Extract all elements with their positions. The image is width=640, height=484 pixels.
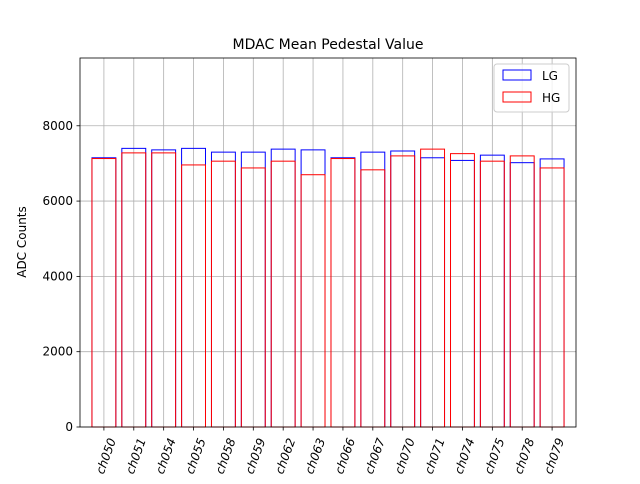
grid-lines [80,58,576,428]
y-axis-label: ADC Counts [15,206,29,278]
legend: LG HG [493,63,570,113]
y-tick-label: 4000 [42,269,73,283]
legend-swatch-hg [502,91,532,103]
axes-frame [79,57,577,428]
y-axis: 0 2000 4000 6000 8000 [42,119,80,434]
legend-label-lg: LG [542,69,558,83]
legend-box [493,63,570,113]
y-tick-label: 8000 [42,119,73,133]
legend-swatch-lg [502,69,532,81]
y-tick-label: 6000 [42,194,73,208]
y-tick-label: 2000 [42,345,73,359]
legend-label-hg: HG [542,91,560,105]
y-tick-label: 0 [65,420,73,434]
chart-title: MDAC Mean Pedestal Value [233,37,424,53]
